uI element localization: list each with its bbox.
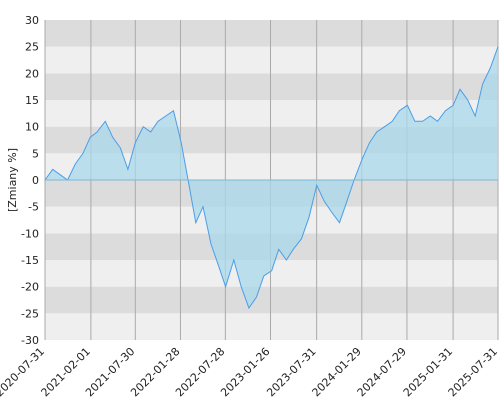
background-band — [45, 20, 498, 47]
y-tick-label: 25 — [25, 41, 39, 54]
area-fill — [45, 46, 498, 308]
y-tick-label: 30 — [25, 14, 39, 27]
y-tick-label: 10 — [25, 121, 39, 134]
y-tick-label: -30 — [21, 334, 39, 347]
y-tick-label: -20 — [21, 281, 39, 294]
y-axis-label: [Zmiany %] — [6, 148, 19, 212]
background-band — [45, 313, 498, 340]
background-band — [45, 46, 498, 74]
y-tick-label: -10 — [21, 227, 39, 240]
line — [44, 46, 499, 310]
y-tick-label: 15 — [25, 94, 39, 107]
y-tick-label: -15 — [21, 254, 39, 267]
background-band — [45, 286, 498, 314]
y-tick-label: -5 — [28, 201, 39, 214]
y-tick-label: 5 — [32, 147, 39, 160]
y-tick-label: 0 — [32, 174, 39, 187]
y-tick-label: -25 — [21, 307, 39, 320]
y-tick-label: 20 — [25, 67, 39, 80]
background-band — [45, 73, 498, 100]
